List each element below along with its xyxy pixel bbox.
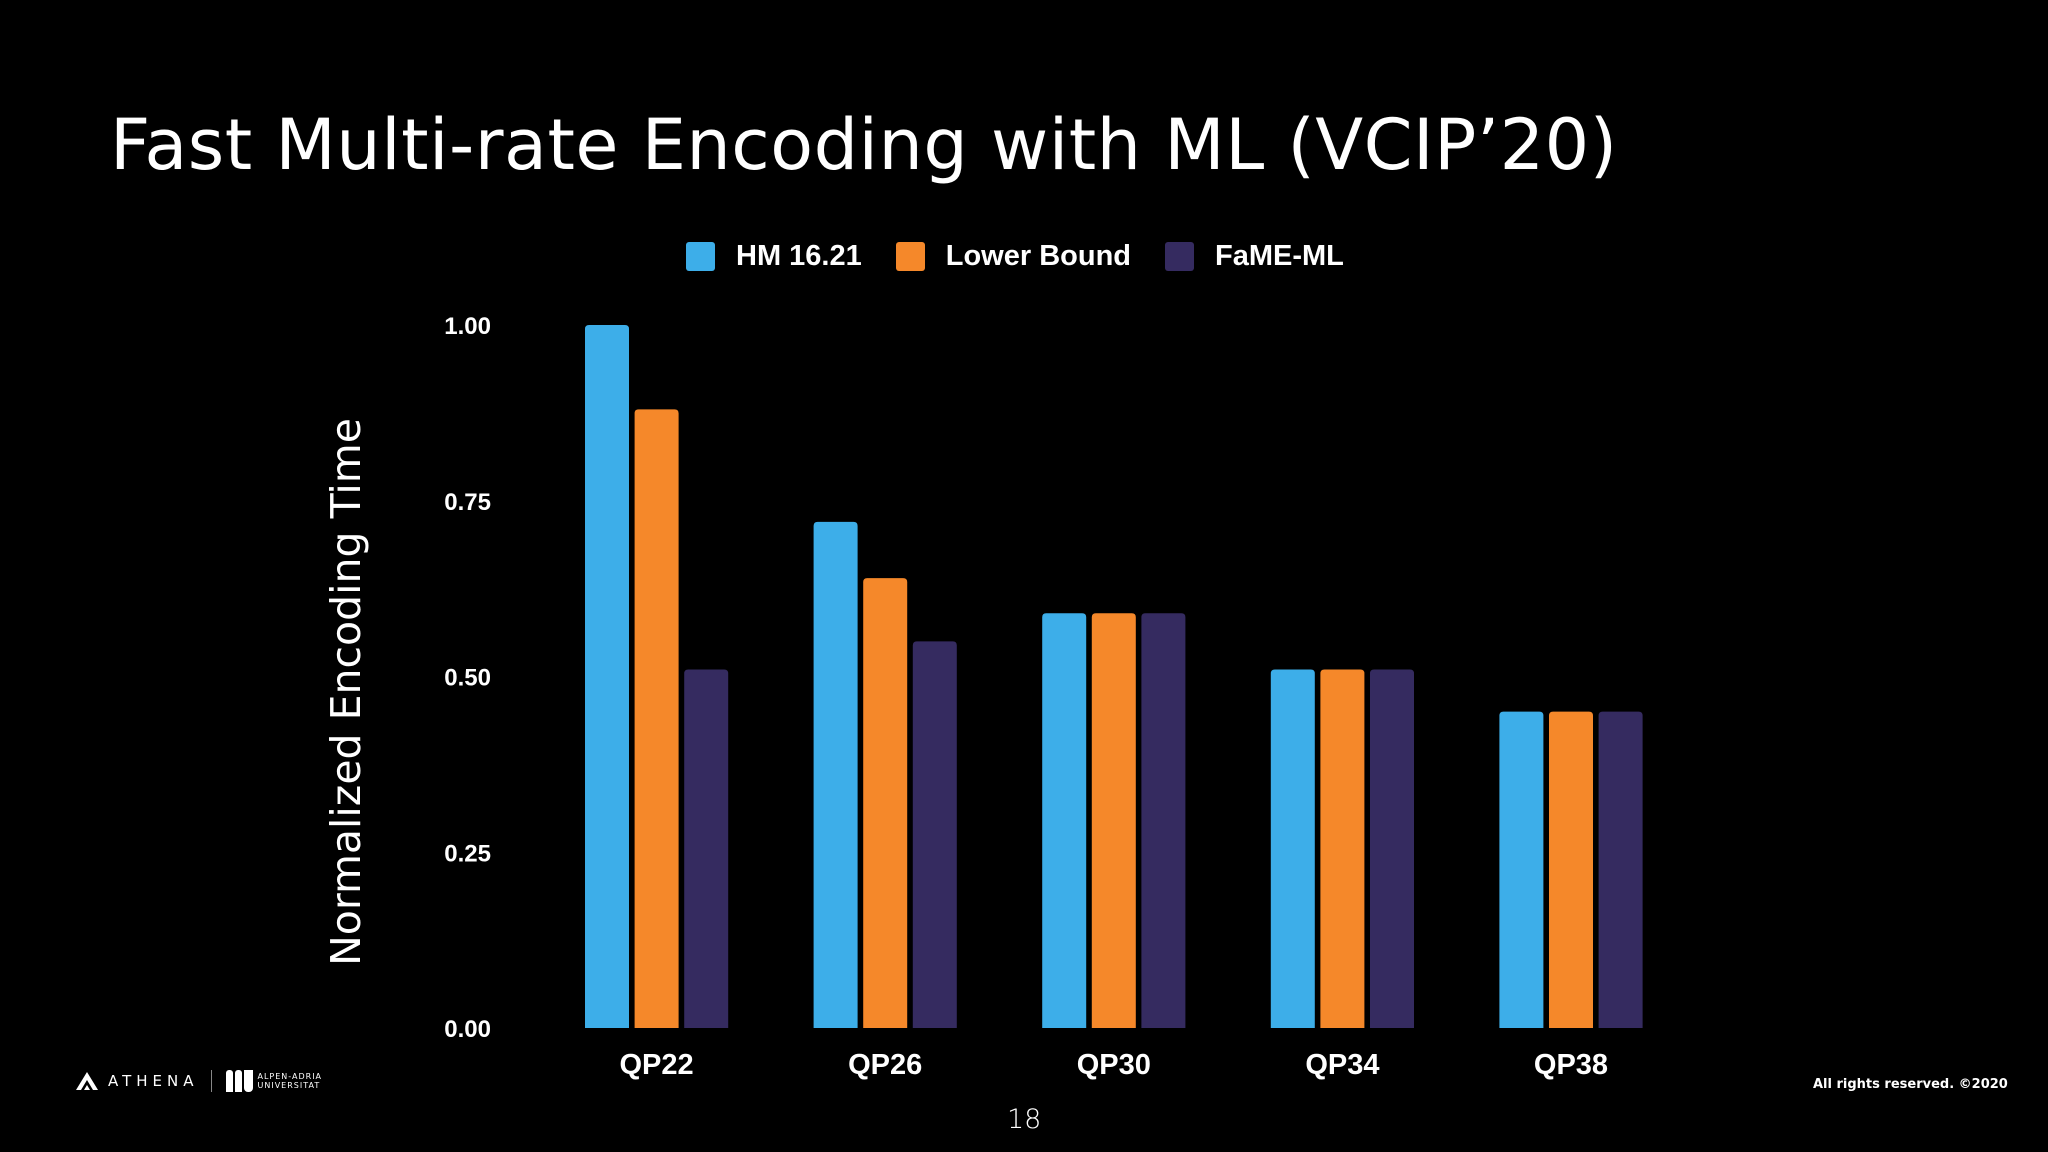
bar-QP26-2 — [912, 641, 957, 1028]
bar-QP26-0 — [813, 521, 858, 1028]
logo-divider — [210, 1070, 212, 1092]
bar-QP22-2 — [684, 669, 729, 1028]
chart-legend: HM 16.21 Lower Bound FaME-ML — [686, 240, 1378, 273]
x-tick-label: QP38 — [1534, 1049, 1608, 1081]
athena-logo-icon — [76, 1072, 98, 1090]
legend-swatch — [686, 242, 715, 271]
legend-swatch — [1165, 242, 1194, 271]
university-logo-text: ALPEN-ADRIA UNIVERSITAT — [257, 1072, 323, 1090]
bar-QP34-1 — [1320, 669, 1365, 1028]
legend-label: FaME-ML — [1215, 240, 1344, 272]
x-tick-label: QP26 — [848, 1049, 922, 1081]
bar-QP26-1 — [863, 578, 908, 1028]
y-tick-label: 1.00 — [444, 313, 491, 340]
page-number: 18 — [1007, 1104, 1042, 1135]
legend-item-fame-ml: FaME-ML — [1165, 240, 1344, 273]
university-logo-icon — [225, 1070, 253, 1092]
y-tick-label: 0.50 — [444, 665, 491, 692]
footer-logos: ATHENA ALPEN-ADRIA UNIVERSITAT — [76, 1070, 348, 1092]
copyright-text: All rights reserved. ©2020 — [1813, 1077, 2008, 1092]
x-tick-label: QP34 — [1305, 1049, 1379, 1081]
y-tick-label: 0.25 — [444, 840, 491, 867]
bar-QP30-1 — [1091, 613, 1136, 1028]
bar-QP38-0 — [1499, 711, 1544, 1028]
y-tick-label: 0.75 — [444, 489, 491, 516]
bar-QP38-2 — [1598, 711, 1643, 1028]
bar-QP22-1 — [634, 409, 679, 1028]
legend-label: Lower Bound — [945, 240, 1131, 272]
y-tick-label: 0.00 — [444, 1016, 491, 1043]
legend-label: HM 16.21 — [736, 240, 862, 272]
legend-swatch — [895, 242, 925, 271]
bar-QP38-1 — [1549, 711, 1593, 1028]
x-tick-label: QP30 — [1077, 1049, 1151, 1081]
bar-QP30-2 — [1141, 613, 1186, 1028]
legend-item-lower-bound: Lower Bound — [895, 240, 1131, 273]
legend-item-hm: HM 16.21 — [686, 240, 862, 273]
x-tick-label: QP22 — [620, 1049, 694, 1081]
bar-QP22-0 — [585, 325, 629, 1028]
slide-title: Fast Multi-rate Encoding with ML (VCIP’2… — [110, 104, 1618, 186]
bar-QP30-0 — [1042, 613, 1087, 1028]
bar-QP34-2 — [1370, 669, 1414, 1028]
athena-logo-text: ATHENA — [108, 1072, 199, 1090]
bar-QP34-0 — [1270, 669, 1315, 1028]
